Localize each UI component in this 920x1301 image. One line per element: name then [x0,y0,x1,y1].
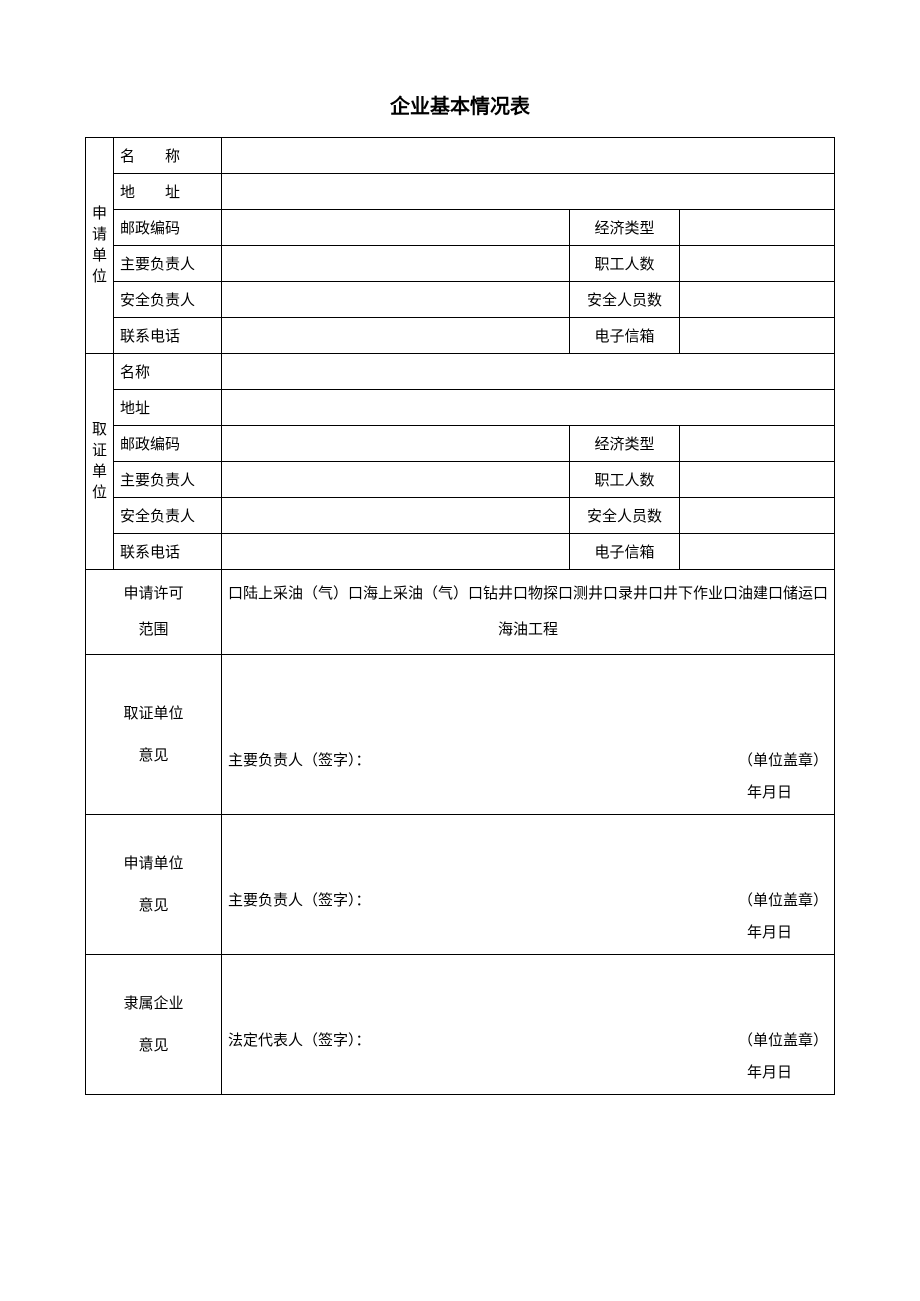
s1-name-label: 名 称 [114,138,222,174]
s1-email-label: 电子信箱 [570,318,680,354]
s1-addr-label: 地 址 [114,174,222,210]
s1-safe-value[interactable] [222,282,570,318]
s2-zip-value[interactable] [222,426,570,462]
s2-head-label: 主要负责人 [114,462,222,498]
s2-safenum-label: 安全人员数 [570,498,680,534]
s2-email-label: 电子信箱 [570,534,680,570]
s2-econ-label: 经济类型 [570,426,680,462]
s1-safe-label: 安全负责人 [114,282,222,318]
s1-safenum-label: 安全人员数 [570,282,680,318]
s2-econ-value[interactable] [680,426,835,462]
opinion1-label: 取证单位 意见 [86,655,222,815]
opinion1-label-line1: 取证单位 [123,706,183,722]
opinion1-label-line2: 意见 [138,748,168,764]
s1-head-value[interactable] [222,246,570,282]
opinion1-stamp-label: （单位盖章） [738,749,828,770]
s2-addr-value[interactable] [222,390,835,426]
s2-zip-label: 邮政编码 [114,426,222,462]
s2-email-value[interactable] [680,534,835,570]
s2-emp-label: 职工人数 [570,462,680,498]
s1-head-label: 主要负责人 [114,246,222,282]
opinion2-signature-label: 主要负责人（签字）： [228,889,371,910]
s1-tel-value[interactable] [222,318,570,354]
opinion2-content[interactable]: 主要负责人（签字）： （单位盖章） 年月日 [222,815,835,955]
opinion3-label: 隶属企业 意见 [86,955,222,1095]
opinion2-label-line2: 意见 [138,898,168,914]
s1-emp-value[interactable] [680,246,835,282]
opinion2-label: 申请单位 意见 [86,815,222,955]
opinion1-date: 年月日 [747,781,792,802]
s1-zip-value[interactable] [222,210,570,246]
form-table: 申请单位 名 称 地 址 邮政编码 经济类型 主要负责人 职工人数 安全负责人 … [85,137,835,1095]
scope-label: 申请许可 范围 [86,570,222,655]
opinion3-label-line2: 意见 [138,1038,168,1054]
scope-label-line2: 范围 [138,622,168,638]
page-title: 企业基本情况表 [85,90,835,119]
opinion3-signature-label: 法定代表人（签字）： [228,1029,371,1050]
s2-emp-value[interactable] [680,462,835,498]
scope-label-line1: 申请许可 [123,586,183,602]
s1-tel-label: 联系电话 [114,318,222,354]
s2-addr-label: 地址 [114,390,222,426]
s1-emp-label: 职工人数 [570,246,680,282]
s1-zip-label: 邮政编码 [114,210,222,246]
scope-content[interactable]: 口陆上采油（气）口海上采油（气）口钻井口物探口测井口录井口井下作业口油建口储运口… [222,570,835,655]
section2-header: 取证单位 [86,354,114,570]
section1-header: 申请单位 [86,138,114,354]
opinion3-stamp-label: （单位盖章） [738,1029,828,1050]
s1-addr-value[interactable] [222,174,835,210]
opinion1-content[interactable]: 主要负责人（签字）： （单位盖章） 年月日 [222,655,835,815]
s2-head-value[interactable] [222,462,570,498]
opinion2-date: 年月日 [747,921,792,942]
s1-econ-value[interactable] [680,210,835,246]
s2-name-value[interactable] [222,354,835,390]
opinion3-label-line1: 隶属企业 [123,996,183,1012]
opinion2-label-line1: 申请单位 [123,856,183,872]
s2-tel-value[interactable] [222,534,570,570]
s2-safe-value[interactable] [222,498,570,534]
s2-name-label: 名称 [114,354,222,390]
s2-safe-label: 安全负责人 [114,498,222,534]
s1-email-value[interactable] [680,318,835,354]
opinion3-content[interactable]: 法定代表人（签字）： （单位盖章） 年月日 [222,955,835,1095]
s2-tel-label: 联系电话 [114,534,222,570]
opinion3-date: 年月日 [747,1061,792,1082]
opinion1-signature-label: 主要负责人（签字）： [228,749,371,770]
s2-safenum-value[interactable] [680,498,835,534]
s1-econ-label: 经济类型 [570,210,680,246]
s1-name-value[interactable] [222,138,835,174]
s1-safenum-value[interactable] [680,282,835,318]
opinion2-stamp-label: （单位盖章） [738,889,828,910]
